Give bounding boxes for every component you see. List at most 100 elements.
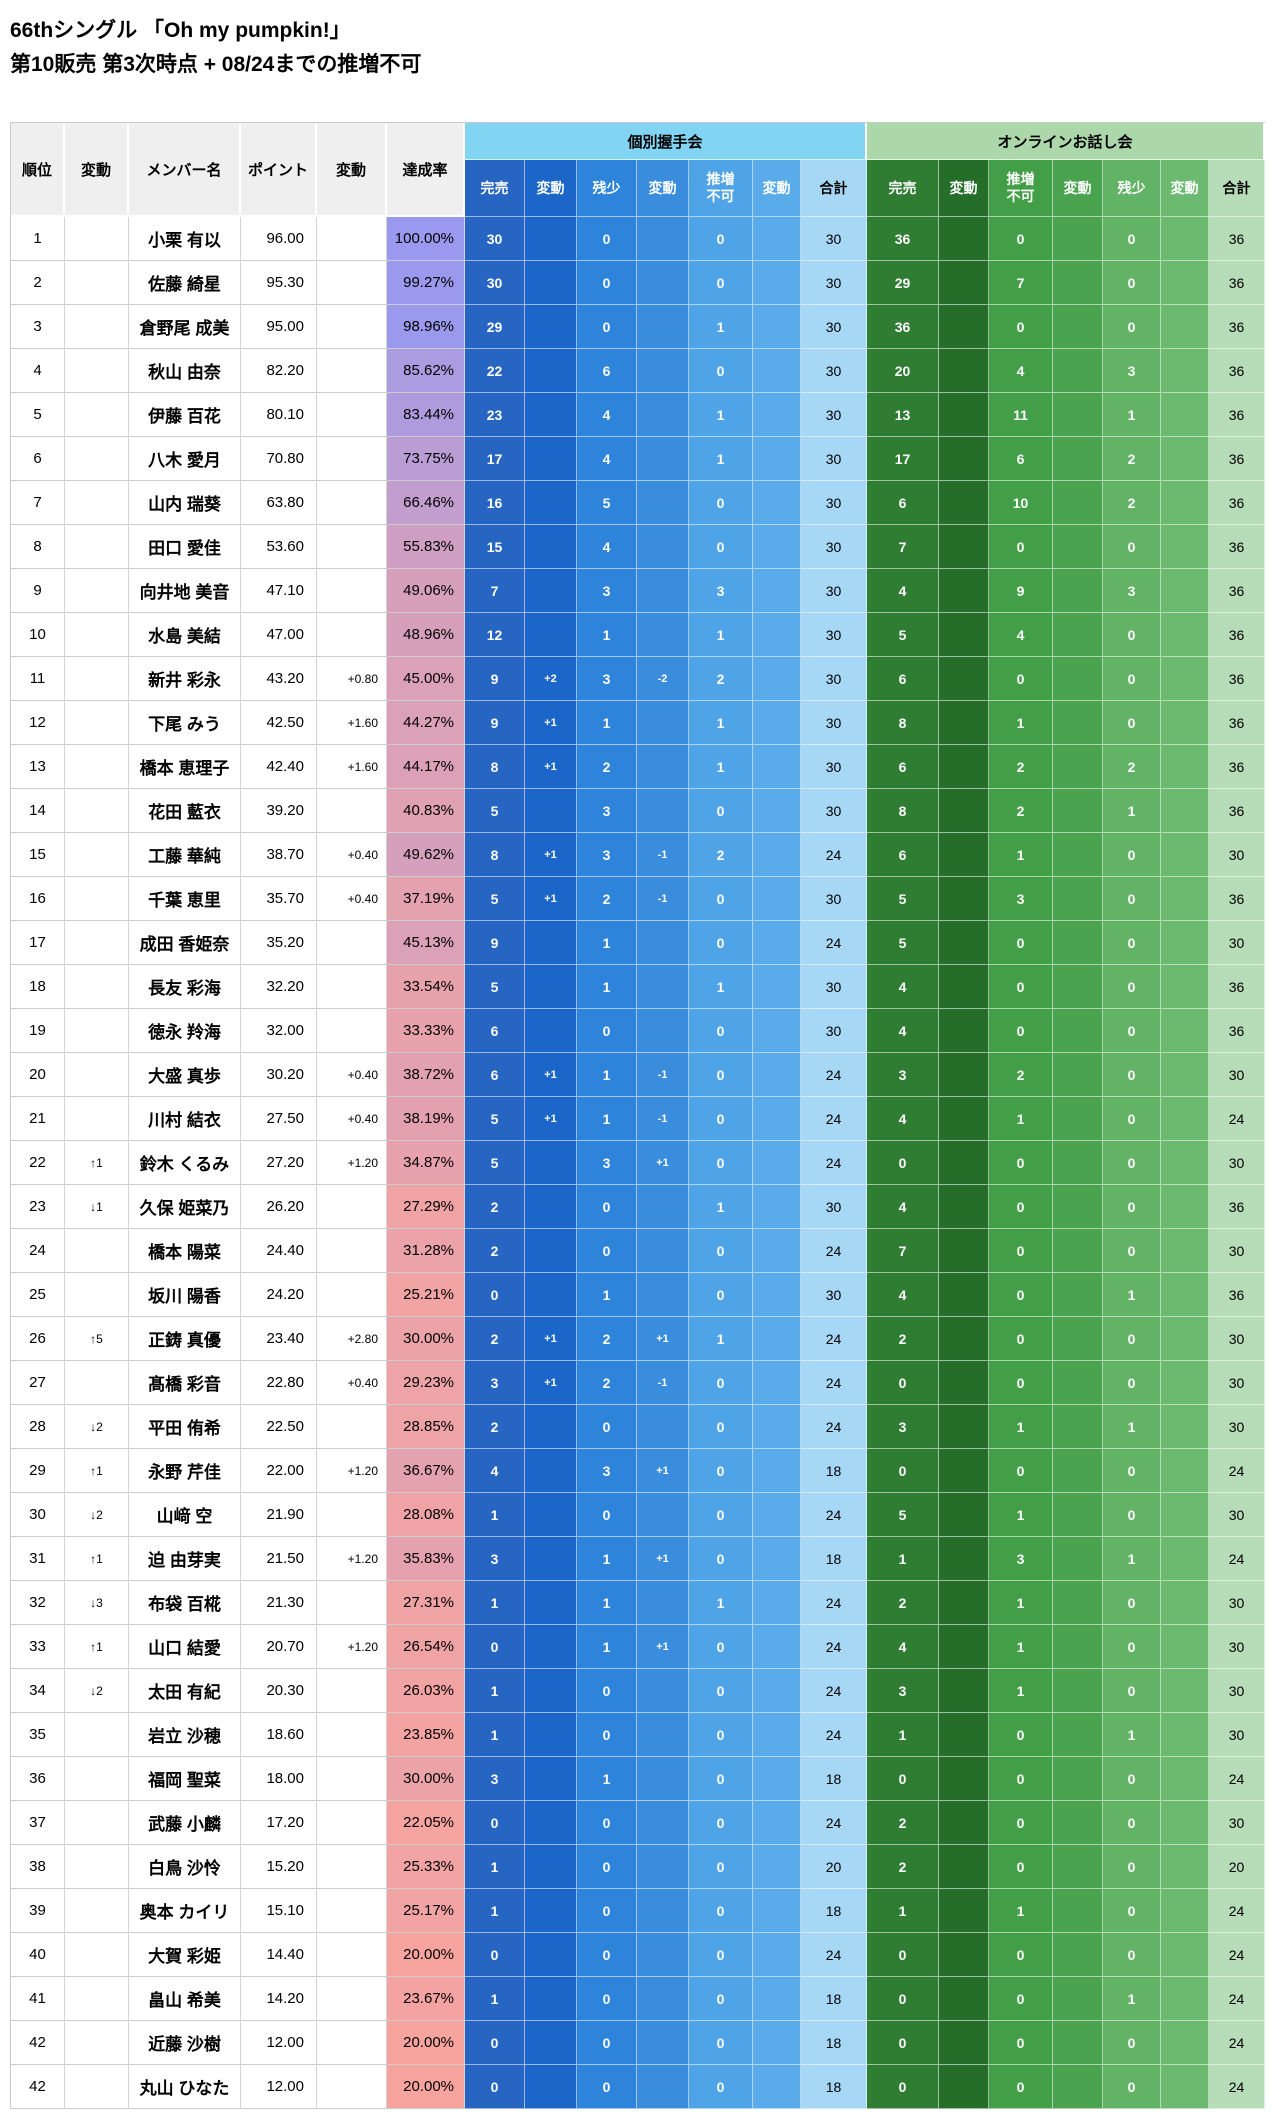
member-row: 26 ↑5 正鋳 真優 23.40 +2.80 30.00% 2 +1 2 +1 1 24 2 0 0 30 — [11, 1317, 1265, 1361]
online-total-cell: 24 — [1209, 1889, 1265, 1933]
hs-soldout-cell: 0 — [465, 1801, 525, 1845]
points-change-cell — [317, 1757, 387, 1801]
rank-change-cell — [65, 965, 129, 1009]
hs-total-cell: 30 — [801, 613, 867, 657]
rank-change-cell — [65, 1801, 129, 1845]
hs-cannot-increase-change-cell — [753, 1977, 801, 2021]
hs-remaining-change-cell — [637, 745, 689, 789]
online-soldout-change-cell — [939, 261, 989, 305]
online-soldout-cell: 0 — [867, 1757, 939, 1801]
online-cannot-increase-cell: 10 — [989, 481, 1053, 525]
online-total-cell: 36 — [1209, 1185, 1265, 1229]
hs-cannot-increase-cell: 1 — [689, 701, 753, 745]
member-row: 2 佐藤 綺星 95.30 99.27% 30 0 0 30 29 7 0 36 — [11, 261, 1265, 305]
online-soldout-change-cell — [939, 833, 989, 877]
points-change-cell: +1.60 — [317, 745, 387, 789]
hs-remaining-change-cell — [637, 569, 689, 613]
rank-cell: 39 — [11, 1889, 65, 1933]
member-row: 19 徳永 羚海 32.00 33.33% 6 0 0 30 4 0 0 36 — [11, 1009, 1265, 1053]
hs-soldout-cell: 17 — [465, 437, 525, 481]
online-total-cell: 36 — [1209, 877, 1265, 921]
points-cell: 80.10 — [241, 393, 317, 437]
hs-soldout-cell: 15 — [465, 525, 525, 569]
hs-remaining-change-cell — [637, 437, 689, 481]
hs-cannot-increase-change-cell — [753, 481, 801, 525]
hs-total-cell: 30 — [801, 261, 867, 305]
rank-change-cell — [65, 349, 129, 393]
achievement-rate-cell: 23.67% — [387, 1977, 465, 2021]
online-header-total: 合計 — [1209, 160, 1265, 217]
hs-remaining-change-cell — [637, 1933, 689, 1977]
online-cannot-increase-change-cell — [1053, 657, 1103, 701]
rank-cell: 11 — [11, 657, 65, 701]
hs-cannot-increase-change-cell — [753, 1317, 801, 1361]
online-header-remaining-change: 変動 — [1161, 160, 1209, 217]
online-soldout-cell: 3 — [867, 1405, 939, 1449]
achievement-rate-cell: 83.44% — [387, 393, 465, 437]
hs-cannot-increase-change-cell — [753, 1273, 801, 1317]
points-cell: 32.20 — [241, 965, 317, 1009]
header-rank-change: 変動 — [65, 123, 129, 217]
hs-cannot-increase-cell: 1 — [689, 393, 753, 437]
hs-total-cell: 24 — [801, 1713, 867, 1757]
achievement-rate-cell: 40.83% — [387, 789, 465, 833]
member-name-cell: 川村 結衣 — [129, 1097, 241, 1141]
online-cannot-increase-cell: 0 — [989, 921, 1053, 965]
member-row: 13 橋本 恵理子 42.40 +1.60 44.17% 8 +1 2 1 30 6 2 2 36 — [11, 745, 1265, 789]
online-cannot-increase-change-cell — [1053, 613, 1103, 657]
points-change-cell — [317, 217, 387, 261]
online-remaining-change-cell — [1161, 1009, 1209, 1053]
online-header-soldout: 完売 — [867, 160, 939, 217]
online-remaining-change-cell — [1161, 1493, 1209, 1537]
hs-soldout-cell: 0 — [465, 2065, 525, 2109]
hs-cannot-increase-cell: 1 — [689, 1581, 753, 1625]
online-soldout-change-cell — [939, 1097, 989, 1141]
online-remaining-cell: 0 — [1103, 1449, 1161, 1493]
member-row: 34 ↓2 太田 有紀 20.30 26.03% 1 0 0 24 3 1 0 30 — [11, 1669, 1265, 1713]
online-cannot-increase-change-cell — [1053, 1097, 1103, 1141]
hs-remaining-change-cell — [637, 393, 689, 437]
hs-cannot-increase-change-cell — [753, 833, 801, 877]
online-total-cell: 36 — [1209, 437, 1265, 481]
hs-total-cell: 30 — [801, 217, 867, 261]
hs-cannot-increase-cell: 0 — [689, 2065, 753, 2109]
hs-total-cell: 24 — [801, 1669, 867, 1713]
online-cannot-increase-cell: 1 — [989, 1669, 1053, 1713]
online-soldout-change-cell — [939, 1361, 989, 1405]
hs-remaining-cell: 1 — [577, 701, 637, 745]
points-cell: 27.20 — [241, 1141, 317, 1185]
member-name-cell: 工藤 華純 — [129, 833, 241, 877]
online-cannot-increase-cell: 9 — [989, 569, 1053, 613]
hs-soldout-cell: 7 — [465, 569, 525, 613]
hs-remaining-change-cell — [637, 1581, 689, 1625]
online-cannot-increase-change-cell — [1053, 1889, 1103, 1933]
rank-change-cell — [65, 745, 129, 789]
online-cannot-increase-cell: 0 — [989, 1977, 1053, 2021]
hs-soldout-cell: 5 — [465, 1141, 525, 1185]
member-name-cell: 奥本 カイリ — [129, 1889, 241, 1933]
online-cannot-increase-change-cell — [1053, 1977, 1103, 2021]
online-soldout-cell: 3 — [867, 1669, 939, 1713]
online-cannot-increase-change-cell — [1053, 1317, 1103, 1361]
hs-soldout-cell: 30 — [465, 261, 525, 305]
points-change-cell: +1.20 — [317, 1141, 387, 1185]
hs-remaining-change-cell — [637, 1229, 689, 1273]
online-soldout-change-cell — [939, 657, 989, 701]
rank-cell: 42 — [11, 2021, 65, 2065]
hs-total-cell: 30 — [801, 305, 867, 349]
hs-remaining-change-cell — [637, 1845, 689, 1889]
member-row: 15 工藤 華純 38.70 +0.40 49.62% 8 +1 3 -1 2 24 6 1 0 30 — [11, 833, 1265, 877]
online-remaining-cell: 1 — [1103, 1405, 1161, 1449]
rank-cell: 37 — [11, 1801, 65, 1845]
hs-soldout-change-cell — [525, 1581, 577, 1625]
points-change-cell — [317, 1845, 387, 1889]
rank-cell: 24 — [11, 1229, 65, 1273]
online-remaining-change-cell — [1161, 921, 1209, 965]
hs-remaining-cell: 2 — [577, 1361, 637, 1405]
hs-soldout-change-cell — [525, 217, 577, 261]
hs-cannot-increase-change-cell — [753, 1405, 801, 1449]
online-cannot-increase-change-cell — [1053, 217, 1103, 261]
hs-soldout-change-cell — [525, 1933, 577, 1977]
points-cell: 35.20 — [241, 921, 317, 965]
online-soldout-cell: 8 — [867, 789, 939, 833]
